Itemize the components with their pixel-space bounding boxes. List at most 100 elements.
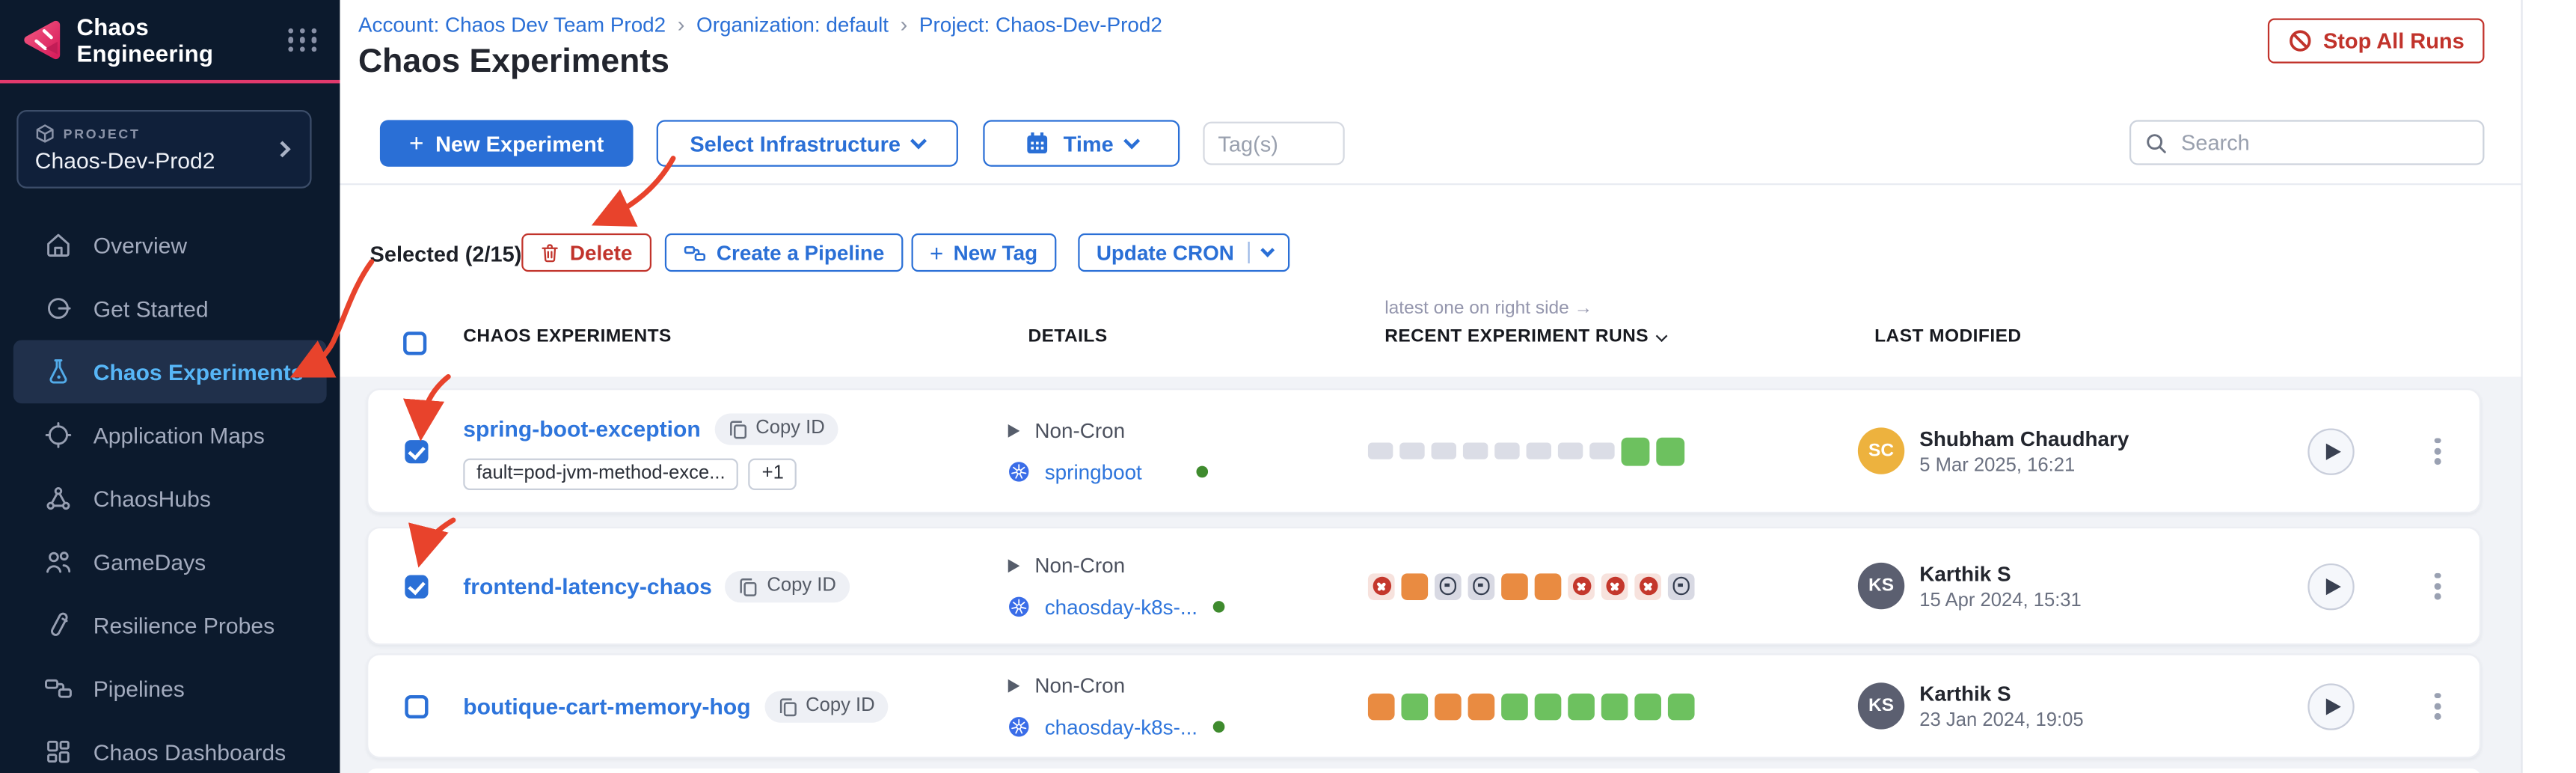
copy-id-button[interactable]: Copy ID xyxy=(764,690,889,722)
tag-chip[interactable]: fault=pod-jvm-method-exce... xyxy=(463,457,739,489)
run-tile-success[interactable] xyxy=(1568,692,1595,720)
run-tile-failed[interactable] xyxy=(1367,572,1395,599)
run-tile-stopped[interactable] xyxy=(1667,572,1695,599)
column-header-details: DETAILS xyxy=(1028,326,1108,347)
row-menu-button[interactable] xyxy=(2428,430,2447,471)
run-tile-stopped[interactable] xyxy=(1435,572,1462,599)
run-tile-none[interactable] xyxy=(1431,442,1456,459)
play-icon xyxy=(2325,697,2340,715)
run-experiment-button[interactable] xyxy=(2307,427,2355,474)
run-tile-success[interactable] xyxy=(1501,692,1528,720)
update-cron-button[interactable]: Update CRON xyxy=(1078,233,1290,272)
sidebar-item-pipelines[interactable]: Pipelines xyxy=(0,657,340,721)
tag-chip[interactable]: +1 xyxy=(748,457,797,489)
run-tile-warning[interactable] xyxy=(1367,692,1395,720)
select-infrastructure-dropdown[interactable]: Select Infrastructure xyxy=(656,120,958,167)
delete-button[interactable]: Delete xyxy=(521,233,651,272)
home-icon xyxy=(47,233,70,257)
sidebar-item-label: Get Started xyxy=(93,296,209,321)
tags-filter-input[interactable] xyxy=(1203,121,1345,165)
new-tag-button[interactable]: + New Tag xyxy=(911,233,1056,272)
run-tile-success[interactable] xyxy=(1667,692,1695,720)
row-menu-button[interactable] xyxy=(2428,566,2447,606)
select-all-checkbox[interactable] xyxy=(403,331,427,355)
recent-runs xyxy=(1367,572,1695,599)
run-tile-warning[interactable] xyxy=(1468,692,1495,720)
column-header-recent-runs[interactable]: RECENT EXPERIMENT RUNS xyxy=(1384,327,1668,346)
time-filter-dropdown[interactable]: Time xyxy=(983,120,1180,167)
run-tile-success[interactable] xyxy=(1401,692,1429,720)
copy-id-button[interactable]: Copy ID xyxy=(714,412,838,444)
run-tile-success[interactable] xyxy=(1621,436,1650,465)
experiment-name-link[interactable]: frontend-latency-chaos xyxy=(463,573,712,599)
run-tile-success[interactable] xyxy=(1656,436,1685,465)
copy-icon xyxy=(729,420,746,439)
create-pipeline-button[interactable]: Create a Pipeline xyxy=(664,233,903,272)
breadcrumb-project-link[interactable]: Project: Chaos-Dev-Prod2 xyxy=(919,12,1162,36)
chaos-engineering-logo xyxy=(24,20,61,60)
run-tile-failed[interactable] xyxy=(1634,572,1661,599)
row-checkbox[interactable] xyxy=(405,439,429,463)
run-tile-failed[interactable] xyxy=(1568,572,1595,599)
run-tile-success[interactable] xyxy=(1601,692,1628,720)
chevron-down-icon xyxy=(1657,329,1668,340)
recent-runs xyxy=(1367,436,1685,465)
row-checkbox[interactable] xyxy=(405,574,429,598)
sidebar-item-resilience-probes[interactable]: Resilience Probes xyxy=(0,593,340,657)
sidebar-item-gamedays[interactable]: GameDays xyxy=(0,530,340,593)
experiment-name-link[interactable]: spring-boot-exception xyxy=(463,415,701,442)
run-tile-warning[interactable] xyxy=(1401,572,1429,599)
sidebar-item-application-maps[interactable]: Application Maps xyxy=(0,403,340,467)
new-experiment-button[interactable]: + New Experiment xyxy=(379,120,634,167)
row-checkbox[interactable] xyxy=(405,694,429,718)
run-experiment-button[interactable] xyxy=(2307,562,2355,610)
run-tile-success[interactable] xyxy=(1634,692,1661,720)
run-tile-none[interactable] xyxy=(1557,442,1583,459)
copy-icon xyxy=(779,697,796,716)
run-tile-failed[interactable] xyxy=(1601,572,1628,599)
run-tile-warning[interactable] xyxy=(1534,572,1562,599)
breadcrumb-account-link[interactable]: Account: Chaos Dev Team Prod2 xyxy=(358,12,666,36)
infrastructure-link[interactable]: chaosday-k8s-... xyxy=(1044,595,1198,619)
infrastructure-link[interactable]: chaosday-k8s-... xyxy=(1044,715,1198,739)
user-name: Shubham Chaudhary xyxy=(1919,427,2129,450)
modified-date: 23 Jan 2024, 19:05 xyxy=(1919,709,2084,730)
last-modified-cell: SC Shubham Chaudhary 5 Mar 2025, 16:21 xyxy=(1857,427,2129,475)
module-grid-icon[interactable] xyxy=(288,28,319,52)
row-menu-button[interactable] xyxy=(2428,685,2447,726)
copy-id-button[interactable]: Copy ID xyxy=(725,569,850,602)
run-tile-warning[interactable] xyxy=(1501,572,1528,599)
search-input[interactable] xyxy=(2129,120,2485,165)
run-tile-warning[interactable] xyxy=(1435,692,1462,720)
sidebar-item-get-started[interactable]: Get Started xyxy=(0,277,340,340)
copy-id-label: Copy ID xyxy=(767,575,836,596)
table-row: frontend-latency-chaos Copy ID Non-Cron xyxy=(367,526,2482,646)
trash-icon xyxy=(542,244,558,263)
expand-icon[interactable] xyxy=(1008,558,1020,572)
sidebar-item-chaos-experiments[interactable]: Chaos Experiments xyxy=(13,340,327,404)
sidebar-item-label: Pipelines xyxy=(93,676,185,701)
run-experiment-button[interactable] xyxy=(2307,682,2355,730)
project-selector[interactable]: PROJECT Chaos-Dev-Prod2 xyxy=(16,110,312,189)
breadcrumb-org-link[interactable]: Organization: default xyxy=(696,12,889,36)
run-tile-none[interactable] xyxy=(1367,442,1393,459)
table-row: boutique-cart-memory-hog Copy ID Non-Cro… xyxy=(367,653,2482,759)
sidebar-item-overview[interactable]: Overview xyxy=(0,213,340,277)
run-tile-stopped[interactable] xyxy=(1468,572,1495,599)
expand-icon[interactable] xyxy=(1008,423,1020,437)
run-tile-success[interactable] xyxy=(1534,692,1562,720)
column-header-experiments: CHAOS EXPERIMENTS xyxy=(463,326,672,347)
stop-all-runs-button[interactable]: Stop All Runs xyxy=(2268,18,2485,64)
run-tile-none[interactable] xyxy=(1526,442,1551,459)
expand-icon[interactable] xyxy=(1008,678,1020,692)
run-tile-none[interactable] xyxy=(1589,442,1615,459)
run-tile-none[interactable] xyxy=(1462,442,1488,459)
table-row: spring-boot-exception Copy ID fault=pod-… xyxy=(367,388,2482,514)
infrastructure-link[interactable]: springboot xyxy=(1044,459,1142,484)
run-tile-none[interactable] xyxy=(1399,442,1425,459)
sidebar-item-chaos-dashboards[interactable]: Chaos Dashboards xyxy=(0,720,340,773)
run-tile-none[interactable] xyxy=(1494,442,1520,459)
people-icon xyxy=(46,552,71,573)
experiment-name-link[interactable]: boutique-cart-memory-hog xyxy=(463,693,751,719)
sidebar-item-chaoshubs[interactable]: ChaosHubs xyxy=(0,467,340,531)
